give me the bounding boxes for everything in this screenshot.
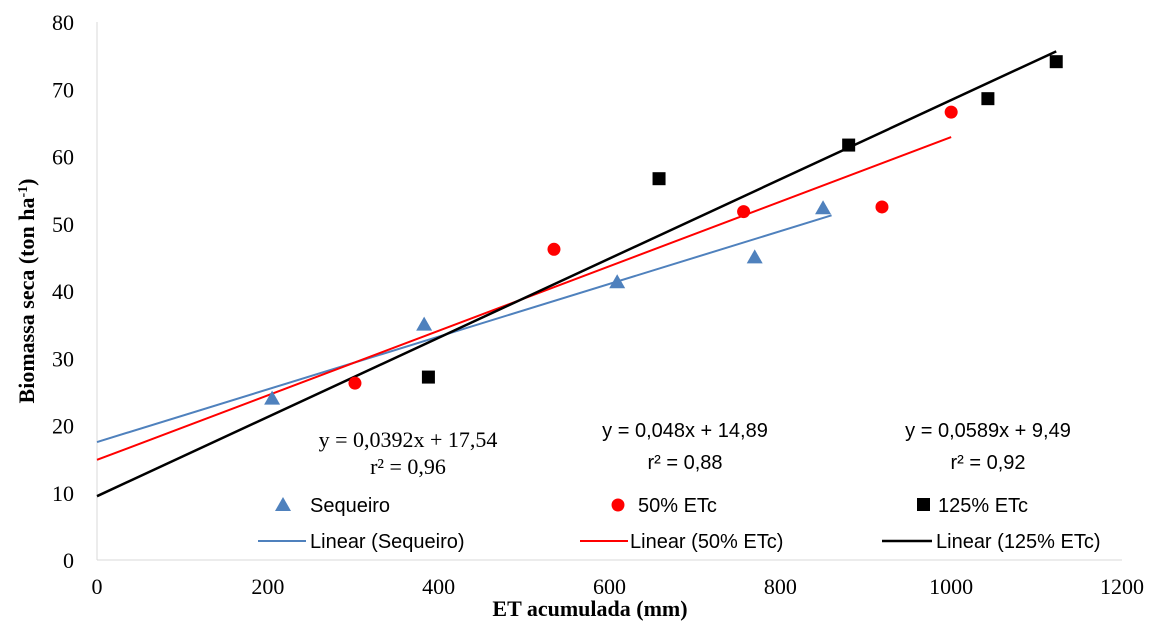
y-tick-label: 40	[52, 279, 74, 304]
y-tick-label: 70	[52, 77, 74, 102]
legend-marker-sequeiro	[275, 497, 291, 511]
data-point-50-etc	[348, 376, 362, 390]
y-tick-label: 80	[52, 10, 74, 35]
trendlines	[96, 50, 1057, 498]
y-axis-title-superscript: -1	[16, 186, 31, 198]
r2-sequeiro: r² = 0,96	[370, 454, 446, 479]
y-tick-label: 60	[52, 145, 74, 170]
legend-label-linear-sequeiro: Linear (Sequeiro)	[310, 531, 465, 553]
y-tick-label: 20	[52, 414, 74, 439]
data-point-125-etc	[421, 370, 435, 384]
x-tick-label: 600	[593, 574, 626, 599]
data-point-sequeiro	[264, 390, 281, 405]
y-axis-title-close: )	[14, 179, 39, 186]
legend-label-50-etc: 50% ETc	[638, 495, 717, 517]
legend-label-linear-125-etc: Linear (125% ETc)	[936, 531, 1101, 553]
data-point-125-etc	[1049, 55, 1063, 69]
data-point-125-etc	[981, 92, 995, 106]
x-tick-labels: 0 200 400 600 800 1000 1200	[92, 574, 1145, 599]
legend-marker-50-etc	[611, 498, 625, 512]
x-tick-label: 800	[764, 574, 797, 599]
y-axis-title-main: Biomassa seca (ton ha	[14, 198, 39, 404]
x-tick-label: 0	[92, 574, 103, 599]
legend-label-125-etc: 125% ETc	[938, 495, 1028, 517]
data-point-50-etc	[944, 105, 958, 119]
data-point-50-etc	[875, 200, 889, 214]
equation-50-etc: y = 0,048x + 14,89	[602, 420, 768, 442]
data-point-50-etc	[737, 205, 751, 219]
y-tick-label: 50	[52, 212, 74, 237]
y-tick-labels: 0 10 20 30 40 50 60 70 80	[52, 10, 74, 573]
legend: Sequeiro 50% ETc 125% ETc Linear (Sequei…	[258, 495, 1101, 553]
data-point-125-etc	[652, 172, 666, 186]
x-tick-label: 1200	[1100, 574, 1144, 599]
data-point-sequeiro	[746, 249, 763, 264]
y-tick-label: 0	[63, 548, 74, 573]
legend-label-sequeiro: Sequeiro	[310, 495, 390, 517]
legend-marker-125-etc	[917, 498, 930, 511]
equation-125-etc: y = 0,0589x + 9,49	[905, 420, 1071, 442]
data-point-sequeiro	[609, 274, 626, 289]
plot-area	[96, 22, 1122, 561]
x-tick-label: 400	[422, 574, 455, 599]
data-point-sequeiro	[815, 200, 832, 215]
y-axis-title: Biomassa seca (ton ha-1)	[14, 179, 39, 404]
r2-50-etc: r² = 0,88	[647, 452, 722, 474]
data-points	[264, 55, 1063, 405]
r2-125-etc: r² = 0,92	[950, 452, 1025, 474]
data-point-sequeiro	[416, 316, 433, 331]
legend-label-linear-50-etc: Linear (50% ETc)	[630, 531, 783, 553]
x-tick-label: 200	[251, 574, 284, 599]
x-axis-title: ET acumulada (mm)	[492, 596, 687, 621]
data-point-50-etc	[547, 242, 561, 256]
y-tick-label: 10	[52, 481, 74, 506]
equation-sequeiro: y = 0,0392x + 17,54	[319, 427, 498, 452]
trendline-125-etc	[96, 50, 1057, 498]
trendline-sequeiro	[96, 214, 832, 443]
data-point-125-etc	[842, 138, 856, 152]
y-tick-label: 30	[52, 346, 74, 371]
x-tick-label: 1000	[929, 574, 973, 599]
